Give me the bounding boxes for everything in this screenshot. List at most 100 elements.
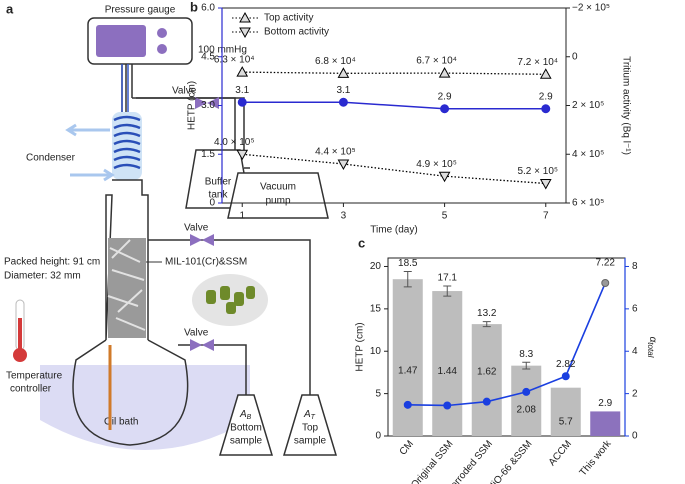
flask [72, 339, 189, 446]
bar [471, 324, 502, 436]
y-tick-label: 15 [370, 303, 382, 314]
packing-label: MIL-101(Cr)&SSM [165, 257, 247, 268]
value-label: 6.3 × 10⁴ [214, 55, 255, 66]
value-label: 5.2 × 10⁵ [517, 166, 558, 177]
point [561, 372, 570, 381]
x-tick-label: CM [398, 439, 416, 458]
point [237, 97, 247, 107]
point [601, 279, 610, 288]
bottom-sample-label: Bottom [230, 423, 262, 434]
x-tick-label: ACCM [547, 439, 574, 469]
pump-label: pump [265, 196, 290, 207]
plot-frame [387, 257, 626, 437]
y2-tick-label: 0 [632, 431, 638, 442]
y2-tick-label: 2 [632, 388, 638, 399]
value-label: 2.9 [539, 91, 553, 102]
y2-title-sub: total [646, 342, 655, 357]
x-tick-label: Original SSM [409, 439, 455, 484]
series-line [407, 282, 606, 407]
valve-label: Valve [184, 328, 209, 339]
legend-label: Bottom activity [264, 27, 329, 38]
point [403, 400, 412, 409]
y-tick-label: 1.5 [201, 149, 215, 160]
value-label: 2.08 [517, 405, 537, 416]
y-axis-title: HETP (cm) [187, 81, 198, 130]
valve-label: Valve [184, 223, 209, 234]
bottom-sample-label: sample [230, 436, 263, 447]
packing-pellets [206, 286, 255, 314]
y-tick-label: 5 [375, 388, 381, 399]
x-tick-label: 7 [543, 211, 549, 222]
valve-label: Valve [172, 86, 197, 97]
panel-letter: b [190, 0, 198, 14]
point [522, 387, 531, 396]
y-tick-label: 10 [370, 346, 382, 357]
series-line [242, 71, 546, 75]
value-label: 4.4 × 10⁵ [315, 147, 356, 158]
y-tick-label: 3.0 [201, 100, 215, 111]
point [337, 67, 350, 78]
top-sample-label: sample [294, 436, 327, 447]
y-tick-label: 0 [375, 431, 381, 442]
diameter: Diameter: 32 mm [4, 271, 81, 282]
y2-tick-label: −2 × 10⁵ [572, 3, 610, 14]
y-tick-label: 4.5 [201, 51, 215, 62]
x-axis-title: Time (day) [370, 225, 417, 236]
panel-letter: c [358, 235, 365, 250]
panel-letter: a [6, 1, 14, 16]
y-tick-label: 6.0 [201, 3, 215, 14]
valve [190, 339, 214, 351]
controller-label: controller [10, 384, 52, 395]
bar [590, 411, 621, 436]
point [236, 149, 249, 161]
gauge-screen [96, 25, 146, 57]
error-bar [522, 361, 531, 370]
gauge-button [157, 44, 167, 54]
legend-label: Top activity [264, 13, 313, 24]
packing-texture [107, 239, 146, 331]
x-tick-label: 1 [239, 211, 245, 222]
condenser-label: Condenser [26, 153, 76, 164]
y2-tick-label: 2 × 10⁵ [572, 100, 604, 111]
value-label: 2.82 [556, 359, 576, 370]
bar [511, 365, 542, 436]
y2-tick-label: 8 [632, 261, 638, 272]
bar [432, 291, 463, 436]
top-sample-flask [282, 394, 338, 456]
pump-label: Vacuum [260, 182, 296, 193]
y-tick-label: 0 [209, 198, 215, 209]
gauge-label: Pressure gauge [105, 5, 176, 16]
value-label: 7.2 × 10⁴ [517, 57, 558, 68]
controller-label: Temperature [6, 371, 63, 382]
x-tick-label: This work [578, 438, 615, 479]
top-symbol: AT [303, 409, 316, 421]
point [438, 171, 451, 183]
y-tick-label: 20 [370, 261, 382, 272]
symbol: A [239, 409, 247, 420]
value-label: 18.5 [398, 258, 418, 269]
y2-tick-label: 4 [632, 346, 638, 357]
packed-height: Packed height: 91 cm [4, 257, 100, 268]
coolant-arrow [65, 123, 115, 182]
value-label: 1.44 [438, 366, 458, 377]
petri-dish [192, 274, 268, 326]
oil-bath-label: Oil bath [104, 417, 138, 428]
y2-tick-label: 0 [572, 51, 578, 62]
point [239, 11, 251, 23]
bottom-sample-flask [218, 394, 274, 456]
value-label: 1.62 [477, 366, 497, 377]
value-label: 3.1 [336, 85, 350, 96]
value-label: 2.9 [598, 398, 612, 409]
value-label: 13.2 [477, 308, 497, 319]
error-bar [403, 271, 412, 288]
valve [195, 97, 219, 109]
value-label: 8.3 [519, 349, 533, 360]
y2-tick-label: 6 × 10⁵ [572, 198, 604, 209]
tube [132, 97, 245, 150]
value-label: 2.9 [438, 91, 452, 102]
point [440, 104, 450, 114]
value-label: 4.0 × 10⁵ [214, 137, 255, 148]
value-label: 7.22 [596, 258, 616, 269]
point [338, 97, 348, 107]
